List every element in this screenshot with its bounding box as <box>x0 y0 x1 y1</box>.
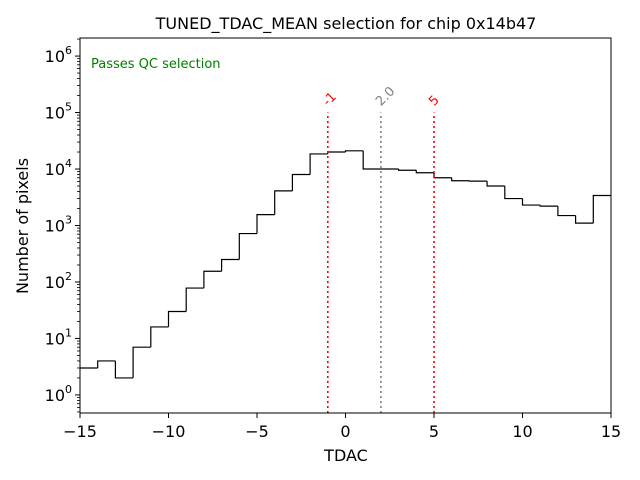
histogram-bin <box>415 170 434 174</box>
histogram-bin <box>592 194 611 224</box>
histogram-bin <box>256 213 275 234</box>
y-tick-label: 106 <box>45 44 72 66</box>
y-axis-label: Number of pixels <box>13 158 32 294</box>
x-axis-ticks: −15 −10 −5 0 5 10 15 <box>63 413 621 441</box>
plot-area <box>80 150 611 379</box>
histogram-bin <box>274 190 293 215</box>
chart-title: TUNED_TDAC_MEAN selection for chip 0x14b… <box>155 14 537 34</box>
threshold-label: -1 <box>320 90 340 110</box>
histogram-bin <box>539 205 558 207</box>
histogram-bin <box>97 360 116 368</box>
y-tick-label: 102 <box>45 270 72 292</box>
y-tick-label: 101 <box>45 326 72 348</box>
histogram-bin <box>575 215 594 224</box>
histogram-bin <box>238 232 257 260</box>
histogram-bin <box>433 172 452 179</box>
x-tick-label: −5 <box>245 422 269 441</box>
threshold-label: 2.0 <box>373 84 398 109</box>
x-tick-label: 0 <box>340 422 350 441</box>
histogram-bin <box>185 287 204 312</box>
histogram-bin <box>150 326 169 348</box>
qc-annotation: Passes QC selection <box>91 57 221 72</box>
histogram-bin <box>451 177 470 182</box>
histogram-bin <box>362 150 381 170</box>
histogram-bin <box>221 258 240 272</box>
x-tick-label: −15 <box>63 422 97 441</box>
y-tick-label: 104 <box>45 157 72 179</box>
histogram-bin <box>327 151 346 154</box>
y-tick-label: 100 <box>45 383 72 405</box>
threshold-label: 5 <box>426 93 442 109</box>
histogram-bin <box>167 310 187 327</box>
x-tick-label: 15 <box>601 422 621 441</box>
histogram-bin <box>557 206 576 217</box>
x-tick-label: 5 <box>429 422 439 441</box>
histogram-bin <box>486 181 505 187</box>
histogram-bin <box>504 186 523 200</box>
y-axis-ticks: 100 101 102 103 104 105 106 <box>45 38 80 413</box>
histogram-bin <box>344 150 364 153</box>
histogram-bin <box>521 198 541 206</box>
y-tick-label: 105 <box>45 101 72 123</box>
x-axis-label: TDAC <box>323 446 368 465</box>
histogram-bin <box>132 346 151 378</box>
histogram-bin <box>203 270 222 289</box>
histogram-bin <box>309 153 328 175</box>
plot-frame <box>79 37 612 414</box>
histogram-bin <box>291 173 311 191</box>
x-tick-label: 10 <box>512 422 532 441</box>
histogram-bin <box>398 169 417 171</box>
x-tick-label: −10 <box>152 422 186 441</box>
y-tick-label: 103 <box>45 214 72 236</box>
histogram-bin <box>114 360 134 379</box>
threshold-lines: -1 2.0 5 <box>320 84 443 413</box>
